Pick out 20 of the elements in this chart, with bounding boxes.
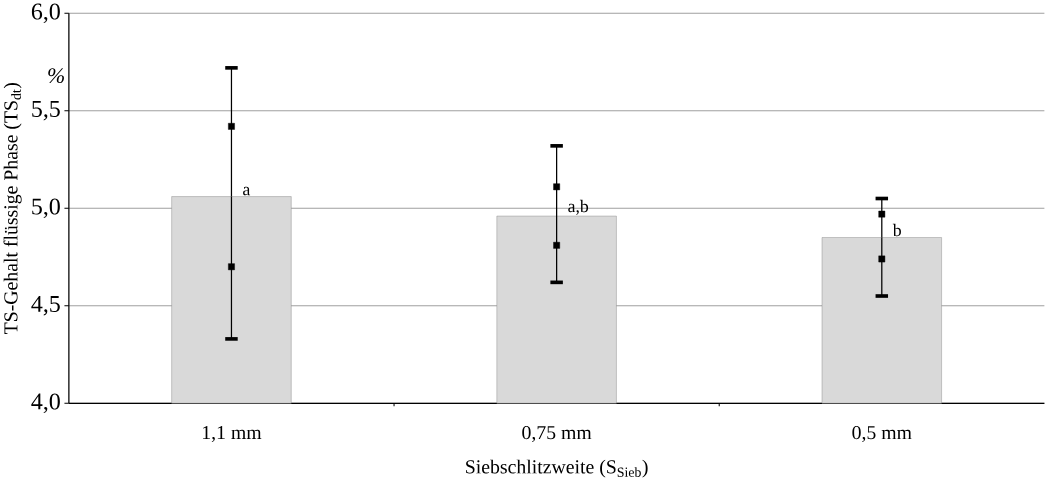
y-tick-label: 6,0 xyxy=(31,3,60,24)
point xyxy=(228,123,235,130)
point xyxy=(878,210,886,218)
point xyxy=(228,263,235,271)
y-tick-label: 4,5 xyxy=(31,296,60,316)
point xyxy=(553,183,560,191)
point xyxy=(553,241,560,249)
y-axis-title: TS-Gehalt flüssige Phase (TS$_{dt}$) xyxy=(3,83,22,334)
x-tick-label: 1,1 mm xyxy=(203,425,262,442)
annotation: b xyxy=(892,223,901,237)
x-tick-label: 0,75 mm xyxy=(522,425,592,443)
y-tick-label: 4,0 xyxy=(31,393,60,414)
annotation: a,b xyxy=(568,199,589,215)
x-tick-label: 0,5 mm xyxy=(852,425,912,443)
y-tick-label: 5,5 xyxy=(32,101,60,121)
point xyxy=(878,255,886,263)
x-axis-title: Siebschlitzweite (S$_{Sieb}$) xyxy=(466,459,648,478)
y-tick-label: 5,0 xyxy=(32,198,60,219)
text: % xyxy=(48,68,64,84)
annotation: a xyxy=(243,186,251,196)
